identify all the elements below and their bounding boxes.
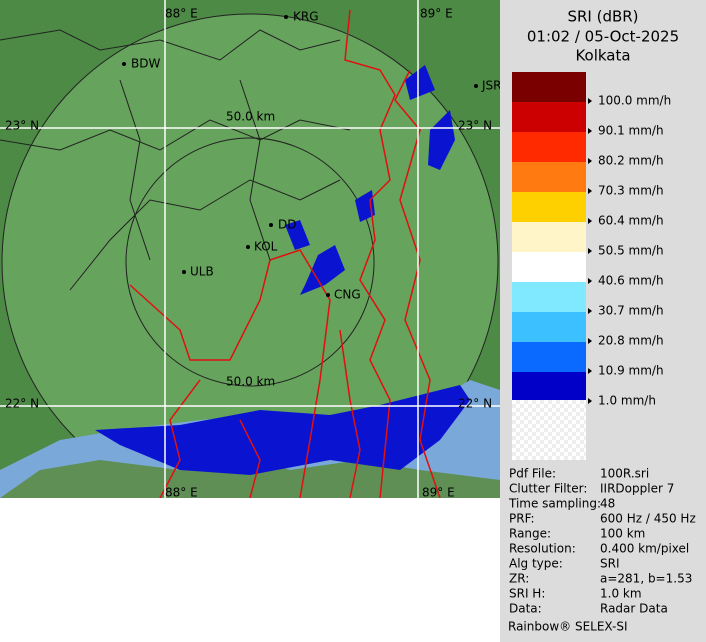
info-key: Alg type: [509, 557, 563, 571]
info-value: 100 km [600, 527, 645, 541]
city-label: BDW [131, 57, 160, 71]
legend-nodata [512, 400, 586, 460]
info-key: Data: [509, 602, 542, 616]
lat-label: 22° N [458, 397, 492, 411]
lon-label: 88° E [165, 486, 198, 500]
legend-tick [588, 278, 592, 284]
lat-label: 23° N [458, 119, 492, 133]
legend-swatch [512, 342, 586, 372]
legend-label: 1.0 mm/h [598, 394, 656, 408]
info-key: Pdf File: [509, 467, 556, 481]
info-value: 100R.sri [600, 467, 649, 481]
legend-label: 100.0 mm/h [598, 94, 671, 108]
legend-label: 20.8 mm/h [598, 334, 664, 348]
info-key: SRI H: [509, 587, 545, 601]
station: Kolkata [575, 47, 630, 65]
info-key: Time sampling: [508, 497, 601, 511]
legend-tick [588, 218, 592, 224]
city-label: CNG [334, 288, 361, 302]
info-value: 600 Hz / 450 Hz [600, 512, 696, 526]
legend-label: 10.9 mm/h [598, 364, 664, 378]
city-label: KRG [293, 10, 319, 24]
datetime: 01:02 / 05-Oct-2025 [527, 28, 679, 46]
graticule [0, 0, 500, 498]
lon-label: 89° E [422, 486, 455, 500]
rain [95, 65, 470, 475]
legend-tick [588, 98, 592, 104]
legend-swatch [512, 312, 586, 342]
legend-tick [588, 188, 592, 194]
info-key: Range: [509, 527, 551, 541]
legend-label: 90.1 mm/h [598, 124, 664, 138]
city-label: ULB [190, 265, 214, 279]
legend-tick [588, 398, 592, 404]
info-value: IIRDoppler 7 [600, 482, 674, 496]
legend-label: 40.6 mm/h [598, 274, 664, 288]
map: 88° E 89° E 23° N 23° N 22° N 22° N 88° … [0, 0, 502, 500]
info-key: Clutter Filter: [509, 482, 587, 496]
legend-swatch [512, 222, 586, 252]
info-value: 1.0 km [600, 587, 642, 601]
legend: 100.0 mm/h 90.1 mm/h 80.2 mm/h 70.3 mm/h 60.… [512, 72, 671, 408]
legend-swatch [512, 252, 586, 282]
footer: Rainbow® SELEX-SI [508, 620, 628, 634]
legend-label: 70.3 mm/h [598, 184, 664, 198]
lat-label: 23° N [5, 119, 39, 133]
lon-label: 88° E [165, 7, 198, 21]
info-key: Resolution: [509, 542, 576, 556]
legend-tick [588, 308, 592, 314]
city-label: DD [278, 218, 296, 232]
legend-label: 30.7 mm/h [598, 304, 664, 318]
legend-swatch [512, 132, 586, 162]
city-label: KOL [254, 240, 278, 254]
legend-tick [588, 128, 592, 134]
product-title: SRI (dBR) [567, 8, 638, 26]
legend-swatch [512, 282, 586, 312]
legend-swatch [512, 192, 586, 222]
legend-swatch [512, 372, 586, 402]
city-label: JSR [481, 79, 502, 93]
info-value: SRI [600, 557, 620, 571]
legend-label: 50.5 mm/h [598, 244, 664, 258]
legend-tick [588, 338, 592, 344]
info-key: PRF: [509, 512, 535, 526]
range-label: 50.0 km [226, 110, 275, 124]
info-value: 48 [600, 497, 615, 511]
legend-tick [588, 158, 592, 164]
borders [0, 29, 351, 291]
lon-label: 89° E [420, 7, 453, 21]
legend-label: 80.2 mm/h [598, 154, 664, 168]
info-value: a=281, b=1.53 [600, 572, 692, 586]
legend-swatch [512, 162, 586, 192]
range-label: 50.0 km [226, 375, 275, 389]
legend-swatch [512, 72, 586, 102]
info-value: 0.400 km/pixel [600, 542, 689, 556]
legend-tick [588, 368, 592, 374]
lat-label: 22° N [5, 397, 39, 411]
info-table: Pdf File: 100R.sri Clutter Filter: IIRDoppl… [508, 467, 696, 616]
city-dots [122, 15, 478, 297]
info-value: Radar Data [600, 602, 668, 616]
legend-label: 60.4 mm/h [598, 214, 664, 228]
legend-swatch [512, 102, 586, 132]
legend-tick [588, 248, 592, 254]
info-key: ZR: [509, 572, 529, 586]
